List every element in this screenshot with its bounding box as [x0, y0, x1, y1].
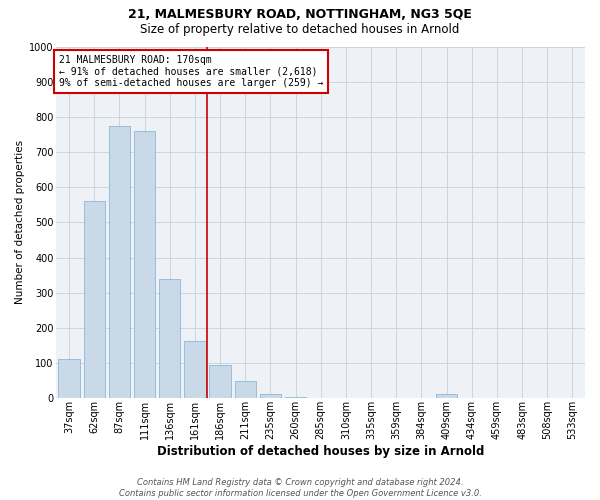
Bar — [58, 360, 80, 398]
Text: 21 MALMESBURY ROAD: 170sqm
← 91% of detached houses are smaller (2,618)
9% of se: 21 MALMESBURY ROAD: 170sqm ← 91% of deta… — [59, 56, 323, 88]
Bar — [285, 397, 306, 398]
Bar — [134, 131, 155, 398]
Text: Contains HM Land Registry data © Crown copyright and database right 2024.
Contai: Contains HM Land Registry data © Crown c… — [119, 478, 481, 498]
Text: Size of property relative to detached houses in Arnold: Size of property relative to detached ho… — [140, 22, 460, 36]
Bar — [209, 366, 231, 398]
Bar — [184, 341, 206, 398]
Text: 21, MALMESBURY ROAD, NOTTINGHAM, NG3 5QE: 21, MALMESBURY ROAD, NOTTINGHAM, NG3 5QE — [128, 8, 472, 20]
Bar — [235, 380, 256, 398]
Bar — [260, 394, 281, 398]
X-axis label: Distribution of detached houses by size in Arnold: Distribution of detached houses by size … — [157, 444, 484, 458]
Y-axis label: Number of detached properties: Number of detached properties — [15, 140, 25, 304]
Bar — [436, 394, 457, 398]
Bar — [109, 126, 130, 398]
Bar — [159, 278, 181, 398]
Bar — [83, 201, 105, 398]
